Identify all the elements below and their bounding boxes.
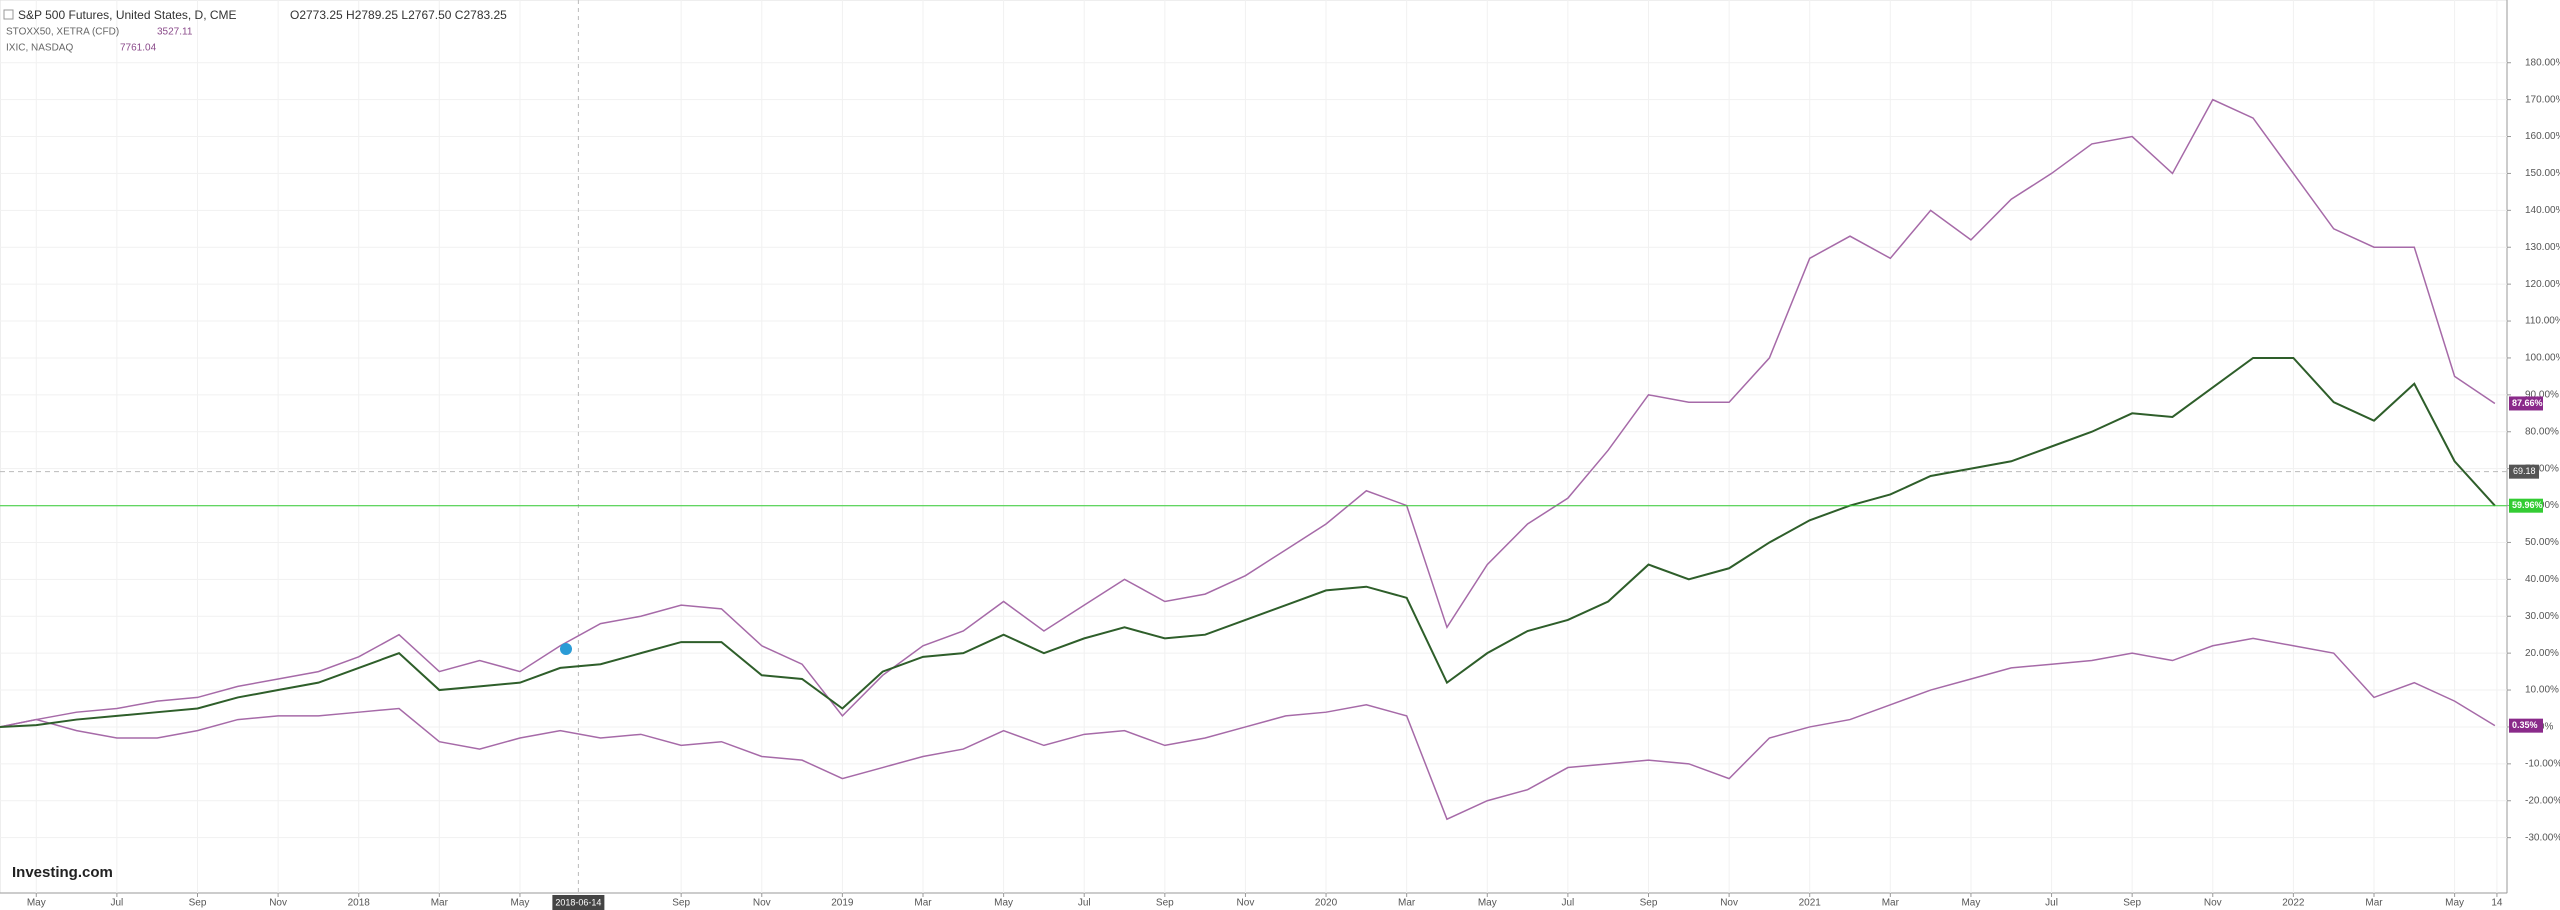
y-tick-label: 70.00%	[2525, 463, 2559, 474]
y-tick-label: 170.00%	[2525, 94, 2560, 105]
header: S&P 500 Futures, United States, D, CME O…	[3, 8, 507, 54]
x-tick-label: Nov	[1237, 898, 1255, 909]
x-tick-label: 14	[2491, 898, 2503, 909]
x-tick-label: Jul	[1078, 898, 1091, 909]
y-tick-label: 10.00%	[2525, 685, 2559, 696]
x-tick-label: Nov	[2204, 898, 2222, 909]
price-badge	[2509, 464, 2539, 479]
y-tick-label: 140.00%	[2525, 205, 2560, 216]
brand-logo: Investing.com	[12, 864, 113, 881]
y-tick-label: 180.00%	[2525, 57, 2560, 68]
last-label: 87.66%	[2512, 398, 2543, 408]
x-tick-label: Mar	[431, 898, 449, 909]
x-tick-label: May	[2445, 898, 2464, 909]
y-tick-label: 20.00%	[2525, 648, 2559, 659]
x-tick-label: Jul	[1561, 898, 1574, 909]
y-tick-label: 120.00%	[2525, 279, 2560, 290]
x-tick-label: Mar	[1398, 898, 1416, 909]
legend-quote: 7761.04	[120, 43, 157, 54]
plot-area	[0, 0, 2508, 894]
x-tick-label: Mar	[2365, 898, 2383, 909]
legend-entry: STOXX50, XETRA (CFD)	[6, 27, 119, 38]
y-tick-label: -30.00%	[2525, 832, 2560, 843]
crosshair-badge	[552, 895, 605, 910]
x-tick-label: Jul	[110, 898, 123, 909]
x-tick-label: Nov	[1720, 898, 1738, 909]
x-tick-label: Mar	[914, 898, 932, 909]
main-title: S&P 500 Futures, United States, D, CME	[18, 8, 237, 22]
last-label: 0.35%	[2512, 720, 2538, 730]
x-tick-label: 2021	[1799, 898, 1822, 909]
y-tick-label: -10.00%	[2525, 758, 2560, 769]
last-badge	[2509, 718, 2543, 733]
y-tick-label: 30.00%	[2525, 611, 2559, 622]
x-tick-label: Sep	[189, 898, 207, 909]
ohlc: O2773.25 H2789.25 L2767.50 C2783.25	[290, 8, 507, 22]
x-tick-label: Sep	[1640, 898, 1658, 909]
legend-quote: 3527.11	[157, 27, 193, 38]
y-tick-label: 160.00%	[2525, 131, 2560, 142]
x-tick-label: Nov	[269, 898, 287, 909]
series-line	[0, 356, 2496, 728]
y-tick-label: 80.00%	[2525, 426, 2559, 437]
x-tick-label: 2018	[348, 898, 371, 909]
x-tick-label: Nov	[753, 898, 771, 909]
x-tick-label: May	[510, 898, 529, 909]
x-tick-label: 2019	[831, 898, 854, 909]
y-tick-label: 50.00%	[2525, 537, 2559, 548]
x-tick-label: 2020	[1315, 898, 1338, 909]
x-tick-label: Sep	[1156, 898, 1174, 909]
y-tick-label: 110.00%	[2525, 316, 2560, 327]
x-tick-label: Sep	[2123, 898, 2141, 909]
x-tick-label: 2022	[2282, 898, 2305, 909]
last-badge	[2509, 396, 2543, 411]
last-label: 59.96%	[2512, 500, 2543, 510]
legend-entry: IXIC, NASDAQ	[6, 43, 73, 54]
y-tick-label: 100.00%	[2525, 353, 2560, 364]
event-marker[interactable]	[560, 643, 572, 655]
collapse-icon	[3, 9, 14, 20]
series-line	[0, 637, 2496, 821]
last-badge	[2509, 498, 2543, 513]
y-tick-label: 150.00%	[2525, 168, 2560, 179]
x-tick-label: May	[994, 898, 1013, 909]
price-label: 69.18	[2513, 466, 2536, 476]
y-tick-label: 90.00%	[2525, 389, 2559, 400]
crosshair-label: 2018-06-14	[555, 897, 601, 907]
x-tick-label: May	[1478, 898, 1497, 909]
x-tick-label: May	[1961, 898, 1980, 909]
x-tick-label: Mar	[1882, 898, 1900, 909]
y-tick-label: -20.00%	[2525, 795, 2560, 806]
y-tick-label: 40.00%	[2525, 574, 2559, 585]
y-tick-label: 130.00%	[2525, 242, 2560, 253]
x-tick-label: May	[27, 898, 46, 909]
x-tick-label: Sep	[672, 898, 690, 909]
x-tick-label: Jul	[2045, 898, 2058, 909]
series-line	[0, 98, 2496, 728]
